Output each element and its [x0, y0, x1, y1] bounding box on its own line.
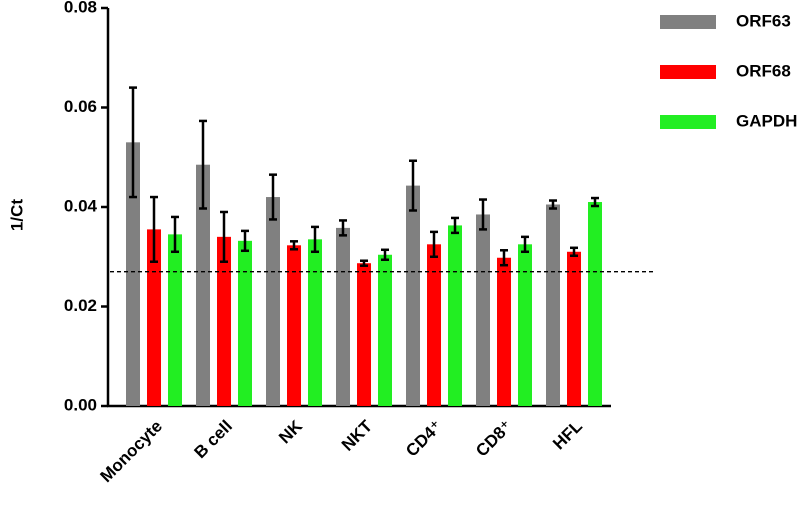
- bar: [357, 263, 371, 406]
- bar: [147, 229, 161, 406]
- bar: [518, 244, 532, 406]
- x-tick-label: CD4⁺: [402, 417, 446, 461]
- y-tick-label: 0.04: [64, 196, 98, 215]
- bar: [567, 251, 581, 406]
- legend-label: ORF68: [736, 61, 791, 80]
- legend-swatch: [660, 115, 716, 129]
- bar: [427, 244, 441, 406]
- legend-swatch: [660, 65, 716, 79]
- bar: [238, 240, 252, 406]
- bar: [168, 234, 182, 406]
- bar: [196, 164, 210, 406]
- x-tick-label: B cell: [190, 417, 236, 463]
- bar: [378, 254, 392, 406]
- bar: [126, 142, 140, 406]
- bar: [336, 227, 350, 406]
- y-tick-label: 0.08: [64, 0, 97, 16]
- y-tick-label: 0.06: [64, 97, 97, 116]
- y-axis-label: 1/Ct: [7, 199, 26, 231]
- bar: [406, 185, 420, 406]
- bar: [546, 204, 560, 406]
- bar: [588, 202, 602, 406]
- legend-swatch: [660, 15, 716, 29]
- x-tick-label: CD8⁺: [472, 417, 516, 461]
- legend-label: GAPDH: [736, 111, 797, 130]
- x-tick-label: HFL: [549, 417, 586, 454]
- bar: [476, 214, 490, 406]
- legend-label: ORF63: [736, 11, 791, 30]
- bar: [448, 225, 462, 406]
- x-tick-label: NKT: [338, 416, 377, 455]
- bar: [266, 197, 280, 406]
- bar: [497, 257, 511, 406]
- y-tick-label: 0.02: [64, 296, 97, 315]
- bar: [308, 239, 322, 406]
- x-tick-label: NK: [275, 416, 306, 447]
- y-tick-label: 0.00: [64, 395, 97, 414]
- x-tick-label: Monocyte: [96, 417, 166, 487]
- bar: [287, 245, 301, 406]
- bar: [217, 236, 231, 406]
